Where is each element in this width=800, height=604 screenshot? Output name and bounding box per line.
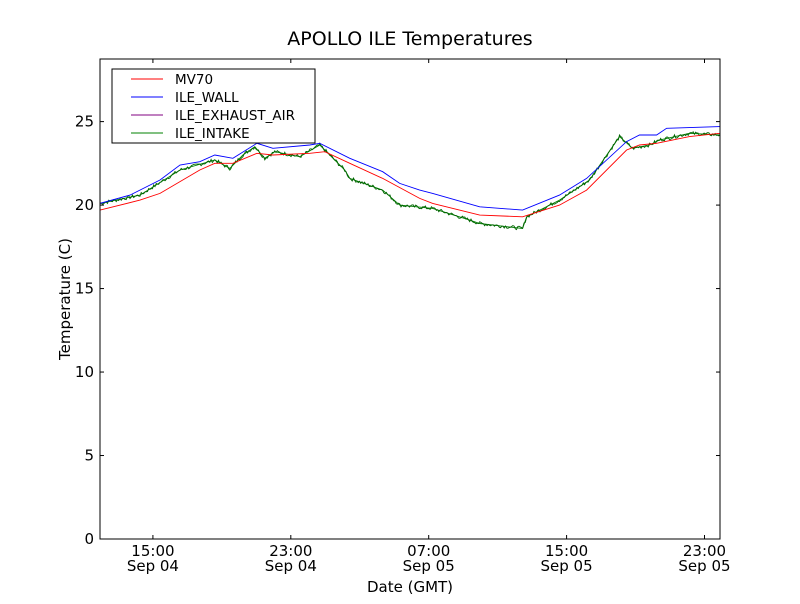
x-tick-label: 15:00 bbox=[545, 542, 588, 560]
y-tick-label: 0 bbox=[84, 530, 94, 548]
series-line-ile-exhaust-air bbox=[100, 131, 720, 231]
series-line-ile-wall bbox=[100, 126, 720, 211]
legend-box bbox=[111, 68, 316, 144]
x-axis-label: Date (GMT) bbox=[367, 578, 453, 596]
x-tick-sublabel: Sep 05 bbox=[541, 557, 593, 575]
legend-label: MV70 bbox=[175, 72, 213, 88]
y-tick-label: 20 bbox=[75, 196, 94, 214]
y-tick-label: 10 bbox=[75, 363, 94, 381]
x-tick-label: 23:00 bbox=[269, 542, 312, 560]
x-tick-sublabel: Sep 05 bbox=[403, 557, 455, 575]
legend-label: ILE_WALL bbox=[175, 90, 239, 106]
legend: MV70 ILE_WALL ILE_EXHAUST_AIR ILE_INTAKE bbox=[111, 68, 316, 144]
x-tick-sublabel: Sep 04 bbox=[127, 557, 179, 575]
x-tick-sublabel: Sep 05 bbox=[678, 557, 730, 575]
legend-label: ILE_EXHAUST_AIR bbox=[175, 108, 295, 124]
x-tick-label: 07:00 bbox=[407, 542, 450, 560]
chart-title: APOLLO ILE Temperatures bbox=[287, 28, 532, 50]
y-tick-label: 5 bbox=[84, 447, 94, 465]
y-tick-label: 25 bbox=[75, 113, 94, 131]
series-line-mv70 bbox=[100, 132, 720, 218]
x-tick-sublabel: Sep 04 bbox=[265, 557, 317, 575]
y-axis-label: Temperature (C) bbox=[56, 238, 74, 361]
x-tick-label: 15:00 bbox=[131, 542, 174, 560]
y-tick-label: 15 bbox=[75, 280, 94, 298]
legend-label: ILE_INTAKE bbox=[175, 126, 250, 142]
x-tick-label: 23:00 bbox=[683, 542, 726, 560]
series-line-ile-intake bbox=[100, 132, 720, 229]
plot-frame bbox=[99, 58, 721, 540]
